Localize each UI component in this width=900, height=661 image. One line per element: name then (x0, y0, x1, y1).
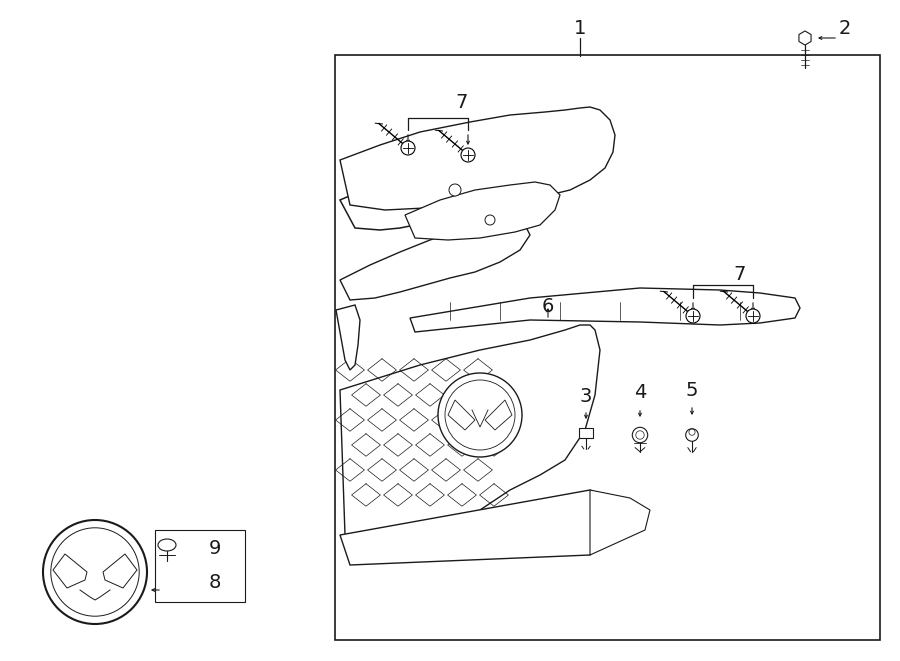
Text: 7: 7 (734, 266, 746, 284)
Polygon shape (799, 31, 811, 45)
Circle shape (688, 429, 695, 436)
Circle shape (686, 429, 698, 442)
Polygon shape (340, 107, 615, 210)
Polygon shape (448, 400, 475, 430)
Circle shape (461, 148, 475, 162)
Text: 6: 6 (542, 297, 554, 317)
Circle shape (449, 184, 461, 196)
Text: 8: 8 (209, 572, 221, 592)
Circle shape (746, 309, 760, 323)
Polygon shape (410, 288, 800, 332)
Text: 9: 9 (209, 539, 221, 557)
Polygon shape (336, 305, 360, 370)
Polygon shape (340, 160, 500, 230)
Ellipse shape (158, 539, 176, 551)
Polygon shape (405, 182, 560, 240)
Circle shape (438, 373, 522, 457)
Circle shape (686, 309, 700, 323)
Circle shape (401, 141, 415, 155)
Circle shape (50, 527, 140, 616)
Text: 3: 3 (580, 387, 592, 407)
Circle shape (485, 215, 495, 225)
Polygon shape (340, 325, 600, 550)
Circle shape (43, 520, 147, 624)
Text: 1: 1 (574, 19, 586, 38)
Circle shape (633, 427, 648, 443)
Circle shape (635, 431, 644, 439)
Polygon shape (340, 490, 618, 565)
Bar (335, 55, 880, 640)
Polygon shape (103, 554, 137, 588)
Text: 5: 5 (686, 381, 698, 399)
Polygon shape (340, 222, 530, 300)
Bar (579, 428, 593, 438)
Polygon shape (53, 554, 87, 588)
Polygon shape (485, 400, 512, 430)
Text: 2: 2 (839, 19, 851, 38)
Circle shape (445, 380, 515, 450)
Text: 7: 7 (455, 93, 468, 112)
Text: 4: 4 (634, 383, 646, 403)
Bar (155, 530, 245, 602)
Polygon shape (590, 490, 650, 555)
